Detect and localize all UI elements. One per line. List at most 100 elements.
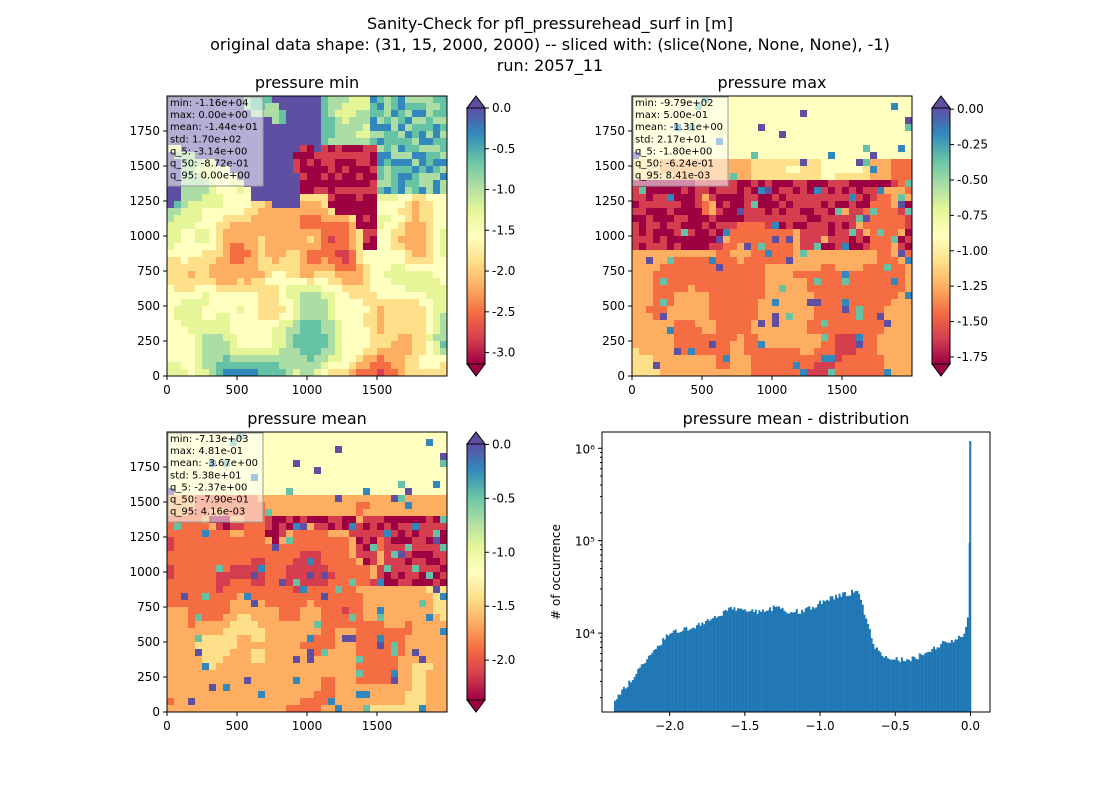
y-tick-label: 250 — [602, 334, 625, 348]
histogram-bar — [737, 608, 739, 712]
axes-frame — [601, 431, 991, 713]
colorbar-tick-label: -2.0 — [492, 653, 515, 667]
stats-line: max: 4.81e-01 — [170, 446, 243, 457]
histogram-bar — [681, 630, 684, 712]
histogram-bar — [854, 591, 857, 712]
histogram-bar — [665, 634, 668, 712]
histogram-bar — [822, 600, 825, 712]
y-tick-label: 1250 — [594, 194, 625, 208]
panel-title: pressure min — [255, 73, 359, 92]
x-tick-label: 500 — [226, 383, 249, 397]
histogram-bar — [779, 608, 782, 712]
colorbar-gradient — [466, 443, 486, 701]
histogram-bar — [756, 613, 759, 712]
histogram-bar — [644, 663, 647, 712]
histogram-bar — [729, 607, 732, 712]
histogram-bar — [663, 639, 666, 712]
histogram-bar — [883, 657, 886, 712]
histogram-bar — [722, 610, 725, 712]
y-tick-label: 1000 — [594, 229, 625, 243]
histogram-bar — [890, 659, 893, 712]
histogram-bar — [742, 609, 745, 712]
y-tick-label: 250 — [137, 334, 160, 348]
figure-title: Sanity-Check for pfl_pressurehead_surf i… — [367, 14, 733, 33]
histogram-bar — [808, 606, 811, 712]
x-tick-label: 1000 — [292, 383, 323, 397]
histogram-bar — [769, 607, 772, 712]
histogram-bar — [701, 622, 704, 712]
histogram-bar — [662, 638, 665, 712]
histogram-bar — [753, 612, 756, 712]
colorbar-extend-top — [466, 431, 486, 445]
x-tick-label: −1.0 — [805, 719, 834, 733]
histogram-bar — [633, 677, 636, 712]
histogram-bar — [655, 648, 657, 712]
histogram-bar — [745, 611, 748, 712]
histogram-bar — [836, 597, 839, 712]
histogram-bar — [792, 612, 795, 712]
histogram-bar — [696, 625, 698, 712]
histogram-panel: pressure mean - distribution −2.0 −1.5 −1.0… — [549, 409, 991, 733]
y-tick-label: 500 — [137, 635, 160, 649]
colorbar: 0.0 -0.5 -1.0 -1.5 -2.0 — [466, 431, 515, 713]
histogram-bar — [621, 689, 624, 712]
colorbar-tick-label: -1.00 — [957, 244, 988, 258]
y-tick-label: 10⁴ — [575, 627, 595, 641]
histogram-bar — [915, 658, 918, 712]
colorbar-extend-bottom — [931, 363, 951, 377]
stats-line: q_50: -8.72e-01 — [170, 159, 249, 170]
y-tick-label: 0 — [152, 369, 160, 383]
colorbar-tick-label: -1.0 — [492, 183, 515, 197]
histogram-bar — [963, 633, 966, 712]
histogram-bar — [761, 609, 764, 712]
histogram-bars — [614, 440, 972, 712]
stats-line: mean: -3.67e+00 — [170, 458, 258, 469]
histogram-bar — [924, 653, 927, 712]
colorbar-tick-label: -1.0 — [492, 545, 515, 559]
histogram-bar — [806, 607, 809, 712]
stats-line: q_50: -6.24e-01 — [635, 159, 714, 170]
y-tick-label: 500 — [137, 299, 160, 313]
y-tick-label: 1000 — [129, 229, 160, 243]
stats-line: max: 0.00e+00 — [170, 110, 248, 121]
histogram-bar — [863, 614, 866, 712]
histogram-bar — [813, 608, 816, 712]
histogram-bar — [865, 618, 868, 712]
histogram-bar — [694, 628, 697, 712]
histogram-bar — [961, 637, 964, 712]
histogram-bar — [895, 657, 898, 712]
histogram-bar — [947, 642, 950, 712]
histogram-bar — [692, 627, 695, 712]
histogram-bar — [922, 655, 925, 712]
y-tick-label: 10⁵ — [575, 535, 595, 549]
stats-box-background — [167, 96, 264, 187]
histogram-bar — [831, 596, 834, 712]
histogram-bar — [699, 625, 702, 712]
histogram-bar — [635, 673, 638, 712]
colorbar-tick-label: 0.00 — [957, 102, 984, 116]
histogram-bar — [918, 653, 921, 712]
y-tick-label: 0 — [617, 369, 625, 383]
histogram-bar — [788, 613, 791, 712]
stats-line: q_95: 0.00e+00 — [170, 171, 250, 182]
histogram-bar — [712, 618, 715, 712]
stats-line: q_5: -1.80e+00 — [635, 146, 712, 157]
histogram-bar — [638, 667, 641, 712]
histogram-bar — [820, 604, 823, 712]
histogram-bar — [936, 647, 939, 712]
histogram-bar — [658, 645, 661, 712]
y-tick-label: 1500 — [129, 159, 160, 173]
x-tick-label: 1500 — [827, 383, 858, 397]
histogram-bar — [829, 596, 832, 712]
colorbar-tick-label: -0.5 — [492, 491, 515, 505]
histogram-bar — [899, 662, 902, 712]
histogram-bar — [906, 659, 909, 712]
y-axis-label: # of occurrence — [549, 524, 563, 620]
histogram-bar — [956, 639, 959, 712]
histogram-bar — [954, 639, 957, 712]
histogram-bar — [763, 611, 766, 712]
histogram-bar — [724, 609, 727, 712]
histogram-bar — [706, 619, 709, 712]
